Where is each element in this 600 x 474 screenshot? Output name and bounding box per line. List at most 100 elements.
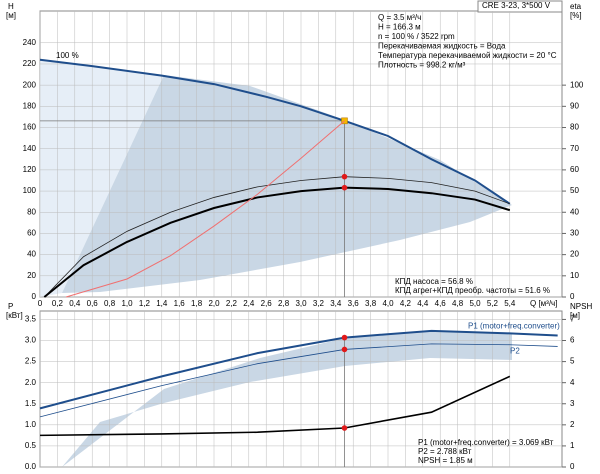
series-label: P2 [510, 347, 520, 356]
x-tick-label: 3,0 [295, 299, 307, 308]
y-label: P [8, 302, 13, 311]
y-unit: [м] [6, 11, 16, 20]
y-tick-label: 60 [27, 229, 36, 238]
note-line: КПД агрег+КПД преобр. частоты = 51.6 % [395, 286, 550, 295]
note-line: КПД насоса = 56.8 % [395, 277, 473, 286]
note-line: P1 (motor+freq.converter) = 3.069 кВт [418, 438, 554, 447]
x-tick-label: 1,2 [139, 299, 151, 308]
x-tick-label: 0,6 [87, 299, 99, 308]
y-tick-label: 120 [23, 165, 37, 174]
x-tick-label: 2,8 [278, 299, 290, 308]
y2-tick-label: 20 [570, 250, 579, 259]
x-tick-label: 1,0 [121, 299, 133, 308]
y2-tick-label: 6 [570, 336, 575, 345]
x-tick-label: 3,2 [313, 299, 325, 308]
y2-unit: [м] [570, 311, 580, 320]
y-tick-label: 0.0 [25, 462, 37, 471]
y2-tick-label: 30 [570, 229, 579, 238]
curve [43, 186, 511, 298]
info-line: n = 100 % / 3522 rpm [378, 32, 455, 41]
x-tick-label: 2,4 [243, 299, 255, 308]
box-title: CRE 3-23, 3*500 V [482, 1, 551, 10]
x-tick-label: 1,4 [156, 299, 168, 308]
x-tick-label: 5,0 [469, 299, 481, 308]
x-tick-label: 0,4 [69, 299, 81, 308]
y2-tick-label: 0 [570, 462, 575, 471]
y2-tick-label: 60 [570, 165, 579, 174]
y-tick-label: 1.0 [25, 420, 37, 429]
operating-point [341, 425, 348, 431]
x-tick-label: 2,0 [208, 299, 220, 308]
info-line: Q = 3.5 м³/ч [378, 13, 421, 22]
x-tick-label: 2,2 [226, 299, 238, 308]
info-line: Плотность = 998.2 кг/м³ [378, 61, 466, 70]
y2-tick-label: 5 [570, 357, 575, 366]
curve [65, 120, 345, 298]
y2-tick-label: 50 [570, 186, 579, 195]
y2-tick-label: 80 [570, 123, 579, 132]
y-tick-label: 3.5 [25, 315, 37, 324]
y-tick-label: 100 [23, 186, 37, 195]
y-tick-label: 1.5 [25, 399, 37, 408]
y-tick-label: 80 [27, 207, 36, 216]
y-label: H [8, 2, 14, 11]
x-tick-label: 4,6 [435, 299, 447, 308]
y-tick-label: 3.0 [25, 336, 37, 345]
x-tick-label: 2,6 [261, 299, 273, 308]
curve [39, 58, 511, 205]
y2-unit: [%] [570, 11, 582, 20]
info-line: H = 166.3 м [378, 23, 421, 32]
range-light [40, 60, 164, 297]
operating-point [341, 346, 348, 353]
y-tick-label: 180 [23, 101, 37, 110]
operating-point [341, 173, 348, 180]
x-tick-label: 4,8 [452, 299, 464, 308]
y-tick-label: 0.5 [25, 441, 37, 450]
y-tick-label: 20 [27, 271, 36, 280]
y2-label: eta [570, 2, 582, 11]
y2-tick-label: 4 [570, 378, 575, 387]
series-label: P1 (motor+freq.converter) [468, 322, 560, 331]
y-tick-label: 140 [23, 144, 37, 153]
y-tick-label: 220 [23, 59, 37, 68]
x-tick-label: 5,2 [487, 299, 499, 308]
box [477, 0, 563, 13]
note-line: P2 = 2.788 кВт [418, 447, 472, 456]
x-label: Q [м³/ч] [530, 299, 557, 308]
x-tick-label: 3,8 [365, 299, 377, 308]
y-unit: [кВт] [6, 311, 23, 320]
y2-tick-label: 2 [570, 420, 575, 429]
y-tick-label: 200 [23, 80, 37, 89]
x-tick-label: 0,8 [104, 299, 116, 308]
operating-point [341, 334, 348, 341]
note-line: NPSH = 1.85 м [418, 456, 473, 465]
y-tick-label: 2.0 [25, 378, 37, 387]
range-dark [62, 75, 512, 293]
x-tick-label: 4,2 [400, 299, 412, 308]
curve [39, 375, 511, 437]
series-label: 100 % [56, 51, 79, 60]
y2-tick-label: 40 [570, 207, 579, 216]
y2-label: NPSH [570, 302, 592, 311]
y-tick-label: 160 [23, 123, 37, 132]
y-tick-label: 2.5 [25, 357, 37, 366]
operating-point [341, 184, 348, 191]
x-tick-label: 1,8 [191, 299, 203, 308]
x-tick-label: 3,6 [348, 299, 360, 308]
y2-tick-label: 7 [570, 315, 575, 324]
x-tick-label: 3,4 [330, 299, 342, 308]
x-tick-label: 4,0 [382, 299, 394, 308]
y-tick-label: 240 [23, 38, 37, 47]
y2-tick-label: 90 [570, 101, 579, 110]
y2-tick-label: 3 [570, 399, 575, 408]
y-tick-label: 0 [32, 292, 37, 301]
x-tick-label: 0,2 [52, 299, 64, 308]
x-tick-label: 4,4 [417, 299, 429, 308]
y-tick-label: 40 [27, 250, 36, 259]
y2-tick-label: 70 [570, 144, 579, 153]
info-line: Перекачиваемая жидкость = Вода [378, 42, 506, 51]
x-tick-label: 1,6 [174, 299, 186, 308]
y2-tick-label: 10 [570, 271, 579, 280]
y2-tick-label: 0 [570, 292, 575, 301]
